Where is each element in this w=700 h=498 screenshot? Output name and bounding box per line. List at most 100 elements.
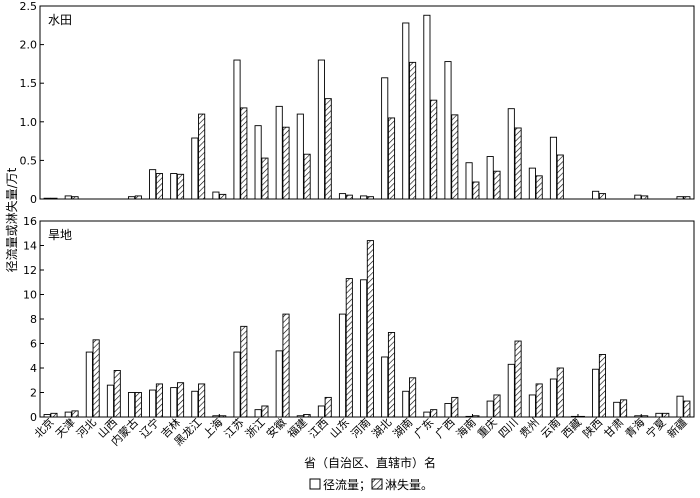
bar-runoff-2-7 <box>191 390 199 418</box>
bar-leaching-1-21 <box>493 170 501 200</box>
bar-leaching-2-14 <box>345 278 353 418</box>
bar-leaching-1-13 <box>324 98 332 200</box>
bar-runoff-1-21 <box>486 156 494 200</box>
bar-leaching-2-15 <box>366 240 374 418</box>
x-tick-label: 辽宁 <box>137 415 162 440</box>
bar-leaching-2-6 <box>176 382 185 418</box>
bar-leaching-1-22 <box>514 127 522 200</box>
bar-runoff-1-7 <box>191 137 199 200</box>
bar-runoff-2-15 <box>360 279 368 418</box>
bar-leaching-2-12 <box>303 414 311 418</box>
x-tick-label: 重庆 <box>474 415 499 440</box>
legend-swatch-leaching <box>371 478 383 490</box>
bar-leaching-2-3 <box>113 370 121 418</box>
bar-runoff-1-9 <box>233 59 241 200</box>
x-tick-label: 天津 <box>53 416 78 441</box>
bar-runoff-1-11 <box>275 105 283 200</box>
bar-leaching-2-28 <box>641 415 649 418</box>
bar-runoff-2-16 <box>381 356 389 418</box>
legend-swatch-runoff <box>309 478 321 490</box>
chart-panels: 水田 0 0.5 1.0 1.5 2.0 2.5 旱地 0 2 4 6 8 10 12 14 16 北京天津河北山… <box>20 0 695 448</box>
bar-leaching-2-20 <box>472 415 480 418</box>
x-tick-label: 湖南 <box>391 416 416 441</box>
x-tick-label: 新疆 <box>664 415 689 440</box>
y-tick-label: 0 <box>30 193 37 206</box>
x-tick-label: 江苏 <box>222 416 247 441</box>
bar-runoff-2-10 <box>254 409 262 418</box>
bar-runoff-1-1 <box>64 195 72 200</box>
bar-runoff-2-19 <box>444 403 452 418</box>
bar-leaching-1-20 <box>472 181 480 200</box>
bar-leaching-2-24 <box>556 367 564 418</box>
bar-leaching-2-29 <box>662 412 670 418</box>
bar-runoff-1-12 <box>296 113 304 200</box>
bar-runoff-1-20 <box>465 162 473 200</box>
bar-runoff-1-8 <box>212 191 220 200</box>
y-tick-label: 4 <box>30 362 37 375</box>
bar-leaching-1-0 <box>50 197 58 200</box>
bar-leaching-1-23 <box>535 175 543 200</box>
bar-runoff-1-17 <box>402 22 410 200</box>
y-tick-label: 0.5 <box>20 154 38 167</box>
bar-leaching-1-1 <box>71 196 79 200</box>
bar-runoff-2-4 <box>127 392 136 418</box>
x-tick-label: 西藏 <box>559 416 584 441</box>
bar-leaching-1-14 <box>345 194 353 200</box>
bar-leaching-1-18 <box>430 99 438 200</box>
y-tick-label: 2 <box>30 387 37 400</box>
bar-leaching-2-22 <box>514 340 522 418</box>
x-tick-label: 海南 <box>453 415 478 440</box>
bar-leaching-2-19 <box>451 396 459 418</box>
x-tick-label: 贵州 <box>517 416 542 441</box>
x-tick-labels: 北京天津河北山西内蒙古辽宁吉林黑龙江上海江苏浙江安徽福建江西山东河南湖北湖南广东… <box>31 414 690 448</box>
bar-leaching-1-12 <box>303 153 311 200</box>
bar-leaching-1-30 <box>683 196 691 200</box>
bar-leaching-2-18 <box>430 409 438 418</box>
bar-leaching-2-27 <box>620 399 628 418</box>
bar-leaching-1-9 <box>240 107 248 200</box>
bar-runoff-2-6 <box>170 387 178 418</box>
x-tick-label: 广东 <box>412 416 437 441</box>
bar-leaching-2-7 <box>198 383 206 418</box>
bar-leaching-2-10 <box>261 405 269 418</box>
x-tick-label: 广西 <box>433 416 458 441</box>
y-tick-label: 2.5 <box>20 0 38 13</box>
bar-runoff-1-4 <box>127 196 136 200</box>
bar-leaching-2-4 <box>134 392 142 418</box>
bar-runoff-1-19 <box>444 61 452 200</box>
bar-leaching-2-16 <box>387 332 396 418</box>
x-tick-label: 宁夏 <box>643 415 668 440</box>
bar-leaching-2-1 <box>71 410 79 418</box>
x-tick-label: 上海 <box>200 415 225 440</box>
bar-runoff-1-6 <box>170 173 178 200</box>
y-tick-label: 16 <box>23 215 37 228</box>
y-tick-label: 0 <box>30 411 37 424</box>
bar-runoff-2-11 <box>275 350 283 418</box>
legend: 径流量； 淋失量。 <box>309 477 433 492</box>
legend-label-leaching: 淋失量。 <box>385 477 433 492</box>
bar-leaching-2-0 <box>50 412 58 418</box>
bar-runoff-2-17 <box>402 390 410 418</box>
x-tick-label: 浙江 <box>243 416 268 441</box>
bar-leaching-1-16 <box>387 117 396 200</box>
y-tick-label: 2.0 <box>20 39 38 52</box>
bar-runoff-2-9 <box>233 351 241 418</box>
y-tick-label: 8 <box>30 313 37 326</box>
bar-leaching-2-23 <box>535 383 543 418</box>
bar-leaching-1-19 <box>451 114 459 200</box>
bar-leaching-2-30 <box>683 400 691 418</box>
bar-leaching-1-24 <box>556 154 564 200</box>
bar-runoff-1-13 <box>317 59 325 200</box>
bar-leaching-2-11 <box>282 313 290 418</box>
bar-leaching-2-9 <box>240 325 248 418</box>
bar-runoff-2-23 <box>528 394 536 418</box>
x-tick-label: 河北 <box>74 416 99 441</box>
bar-runoff-1-22 <box>507 108 515 200</box>
bar-leaching-2-8 <box>219 415 227 418</box>
y-tick-label: 12 <box>23 264 37 277</box>
x-tick-label: 四川 <box>496 416 521 441</box>
legend-label-runoff: 径流量； <box>323 478 371 492</box>
plot-frame <box>39 5 695 200</box>
x-tick-label: 山东 <box>327 416 352 441</box>
